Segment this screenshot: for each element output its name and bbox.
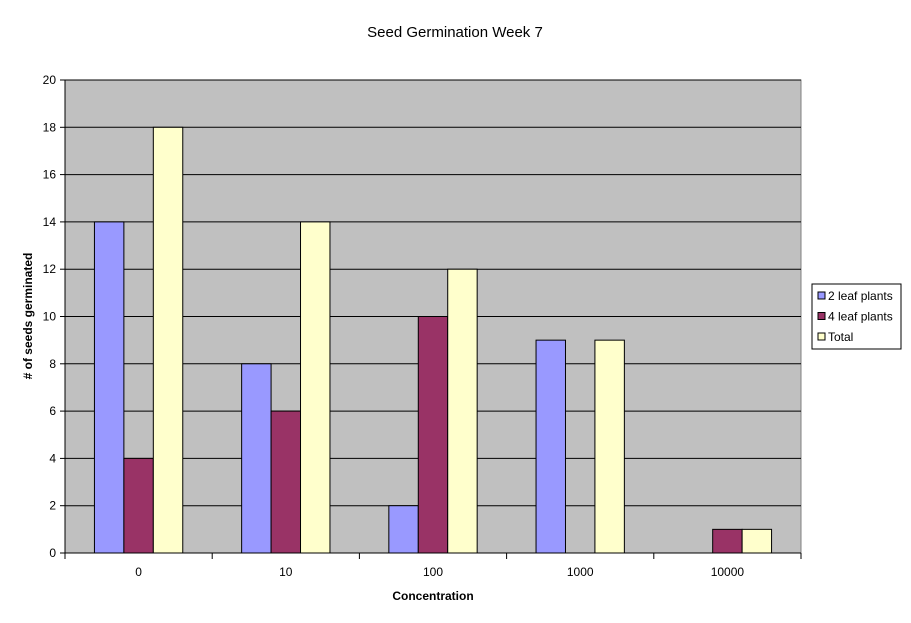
- legend: 2 leaf plants 4 leaf plants Total: [811, 283, 902, 350]
- bar: [152, 126, 184, 554]
- x-tick-label: 0: [135, 565, 142, 579]
- y-tick-label: 18: [43, 120, 57, 134]
- legend-label: Total: [828, 330, 853, 344]
- legend-box: [811, 283, 902, 350]
- y-tick-label: 0: [49, 546, 56, 560]
- y-tick-label: 4: [49, 451, 56, 465]
- bar: [712, 528, 743, 554]
- gridlines: [65, 79, 801, 507]
- bar: [93, 221, 125, 554]
- bar: [447, 268, 478, 554]
- bar: [741, 528, 773, 554]
- axes: 0 2 4 6 8 10 12 14 16 18 20 0 10 100 1000 10000: [43, 73, 802, 579]
- x-tick-label: 1000: [567, 565, 594, 579]
- x-tick-label: 10: [279, 565, 293, 579]
- x-tick-label: 10000: [711, 565, 745, 579]
- bar: [388, 505, 419, 554]
- y-tick-label: 10: [43, 310, 57, 324]
- y-tick-label: 14: [43, 215, 57, 229]
- y-tick-label: 16: [43, 168, 57, 182]
- bar: [594, 339, 625, 554]
- bar: [241, 363, 272, 554]
- y-tick-label: 12: [43, 262, 57, 276]
- y-tick-label: 8: [49, 357, 56, 371]
- bar: [123, 457, 154, 554]
- bar: [300, 221, 331, 554]
- legend-label: 2 leaf plants: [828, 289, 893, 303]
- legend-label: 4 leaf plants: [828, 310, 893, 324]
- x-axis-label: Concentration: [392, 589, 473, 603]
- bar: [535, 339, 566, 554]
- bar: [270, 410, 302, 554]
- y-tick-label: 2: [49, 499, 56, 513]
- bar: [417, 316, 449, 554]
- legend-swatch: [817, 291, 826, 300]
- legend-swatch: [817, 312, 826, 320]
- x-tick-label: 100: [423, 565, 443, 579]
- y-tick-label: 6: [49, 404, 56, 418]
- y-axis-label: # of seeds germinated: [21, 253, 35, 380]
- chart-title: Seed Germination Week 7: [367, 24, 543, 41]
- y-tick-label: 20: [43, 73, 57, 87]
- legend-swatch: [817, 332, 826, 341]
